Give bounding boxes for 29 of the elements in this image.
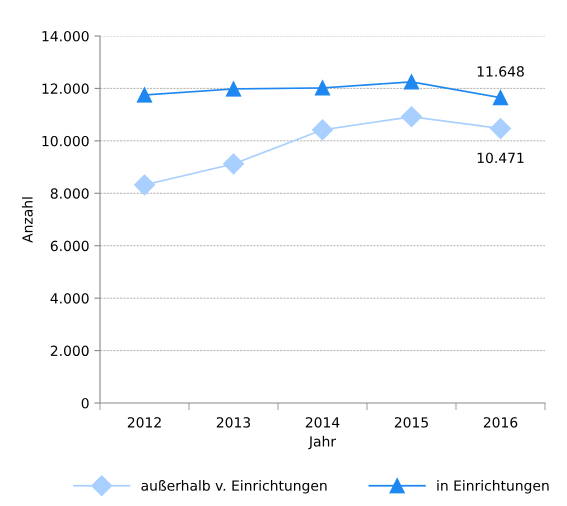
y-tick-label: 14.000	[42, 30, 89, 42]
point	[314, 80, 330, 96]
y-tick-label: 12.000	[42, 83, 89, 94]
point	[222, 153, 244, 174]
y-tick-label: 4.000	[50, 293, 89, 304]
x-tick-label: 2016	[484, 417, 518, 428]
point	[404, 74, 420, 90]
y-tick-label: 6.000	[50, 240, 89, 252]
point	[226, 81, 242, 97]
annotation: 11.648	[478, 66, 524, 77]
point	[490, 118, 512, 140]
x-tick-label: 2012	[128, 417, 161, 428]
y-tick-label: 2.000	[50, 346, 89, 356]
x-tick-label: 2014	[306, 417, 340, 428]
legend-label: in Einrichtungen	[437, 480, 549, 494]
point	[492, 90, 508, 106]
point	[400, 106, 422, 128]
x-tick-label: 2015	[394, 417, 428, 428]
y-tick-label: 8.000	[50, 188, 89, 199]
point	[134, 174, 156, 196]
y-tick-label: 0	[82, 398, 89, 408]
point	[312, 119, 334, 140]
x-axis-title: Jahr	[308, 436, 336, 450]
legend-label: außerhalb v. Einrichtungen	[141, 480, 327, 494]
annotation: 10.471	[478, 152, 524, 164]
y-tick-label: 10.000	[42, 136, 89, 146]
x-tick-label: 2013	[216, 417, 250, 428]
point	[136, 87, 152, 103]
y-axis-title: Anzahl	[22, 197, 33, 243]
